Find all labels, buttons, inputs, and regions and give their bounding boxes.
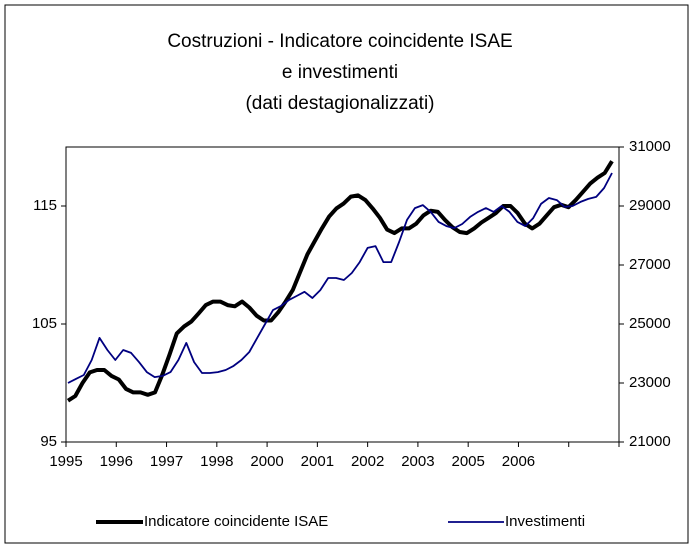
y2-tick-label: 29000	[629, 197, 671, 214]
y2-tick-label: 31000	[629, 138, 671, 155]
y2-tick-label: 25000	[629, 315, 671, 332]
x-tick-label: 2001	[301, 453, 334, 470]
x-tick-label: 2002	[351, 453, 384, 470]
y-tick-label: 105	[32, 315, 57, 332]
chart-title: Costruzioni - Indicatore coincidente ISA…	[167, 31, 512, 52]
legend-label: Investimenti	[505, 513, 585, 530]
x-tick-label: 1998	[200, 453, 233, 470]
plot-area	[65, 146, 620, 443]
y2-tick-label: 21000	[629, 433, 671, 450]
series-line	[67, 172, 613, 384]
y2-tick-label: 23000	[629, 374, 671, 391]
y-tick-label: 115	[33, 197, 57, 214]
x-tick-label: 1997	[150, 453, 183, 470]
x-tick-label: 1996	[100, 453, 133, 470]
chart-title: e investimenti	[282, 62, 398, 83]
y-tick-label: 95	[40, 433, 57, 450]
legend-label: Indicatore coincidente ISAE	[144, 513, 328, 530]
x-tick-label: 2000	[250, 453, 283, 470]
chart-title: (dati destagionalizzati)	[245, 93, 434, 114]
y2-tick-label: 27000	[629, 256, 671, 273]
x-tick-label: 2003	[401, 453, 434, 470]
x-tick-label: 1995	[49, 453, 82, 470]
x-tick-label: 2005	[451, 453, 484, 470]
chart-border	[4, 4, 689, 544]
x-tick-label: 2006	[502, 453, 535, 470]
series-line	[66, 160, 614, 403]
